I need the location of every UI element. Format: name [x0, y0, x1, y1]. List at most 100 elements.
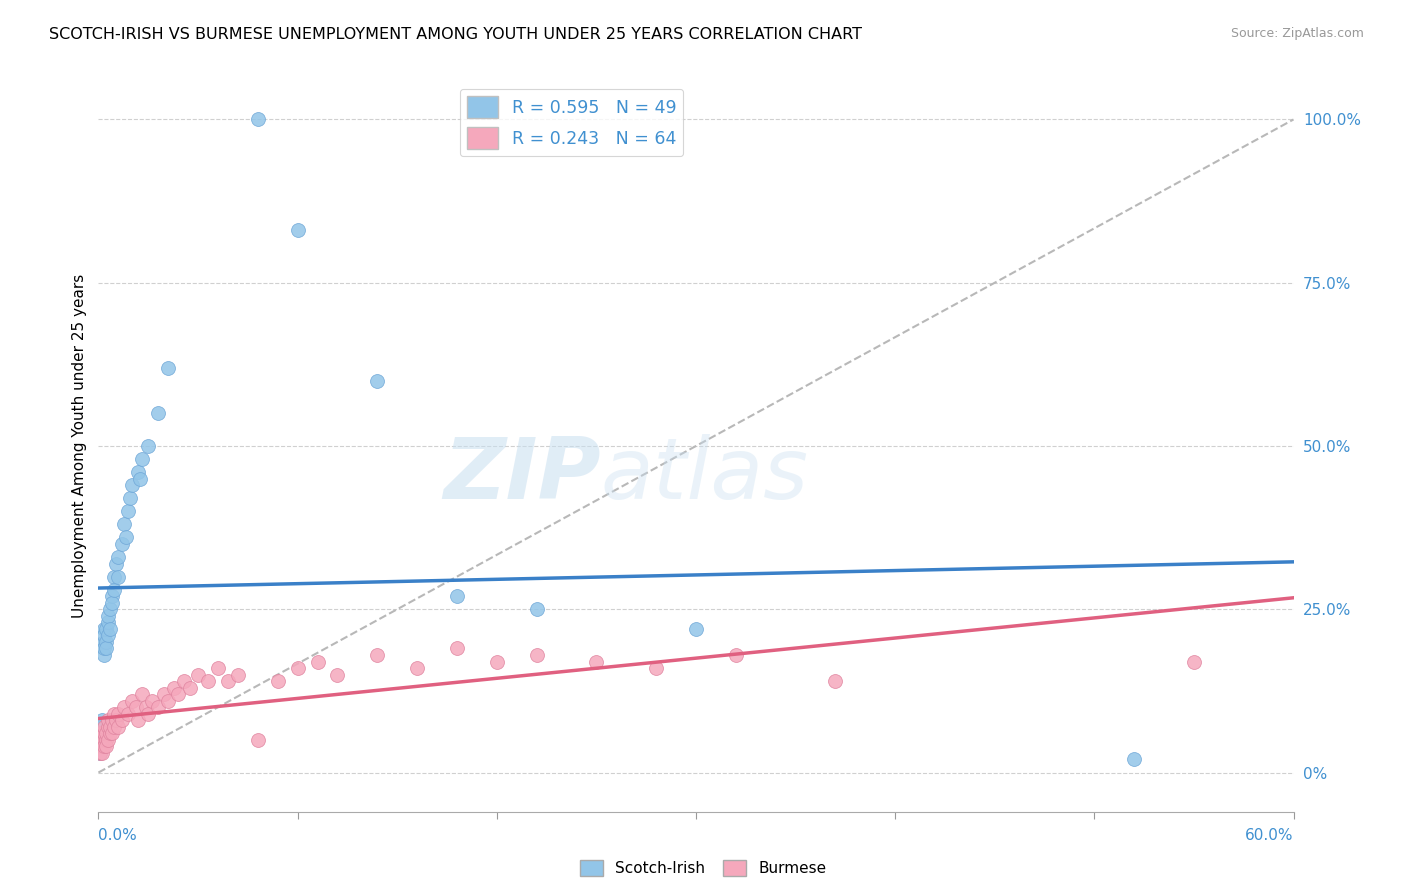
Point	[98, 726, 122, 740]
Point	[121, 478, 143, 492]
Point	[96, 641, 118, 656]
Point	[96, 622, 118, 636]
Point	[141, 694, 163, 708]
Point	[131, 687, 153, 701]
Point	[97, 615, 120, 630]
Point	[148, 700, 170, 714]
Point	[97, 628, 120, 642]
Point	[1123, 752, 1146, 766]
Point	[446, 641, 468, 656]
Point	[89, 732, 111, 747]
Point	[129, 472, 152, 486]
Point	[91, 726, 114, 740]
Point	[163, 681, 186, 695]
Point	[406, 661, 429, 675]
Point	[89, 720, 111, 734]
Point	[217, 674, 239, 689]
Point	[112, 517, 135, 532]
Point	[97, 720, 120, 734]
Point	[173, 674, 195, 689]
Point	[93, 726, 115, 740]
Point	[111, 714, 134, 728]
Point	[526, 602, 548, 616]
Point	[91, 739, 114, 754]
Point	[187, 667, 209, 681]
Text: ZIP: ZIP	[443, 434, 600, 516]
Point	[91, 732, 114, 747]
Point	[93, 628, 115, 642]
Point	[112, 700, 135, 714]
Point	[157, 360, 180, 375]
Point	[179, 681, 201, 695]
Point	[96, 739, 118, 754]
Point	[93, 732, 115, 747]
Text: 0.0%: 0.0%	[98, 828, 138, 843]
Point	[91, 726, 114, 740]
Point	[91, 739, 114, 754]
Point	[824, 674, 846, 689]
Legend: Scotch-Irish, Burmese: Scotch-Irish, Burmese	[574, 855, 832, 882]
Point	[98, 622, 122, 636]
Point	[246, 732, 269, 747]
Point	[105, 557, 128, 571]
Point	[485, 655, 508, 669]
Point	[307, 655, 329, 669]
Point	[207, 661, 229, 675]
Point	[326, 667, 349, 681]
Point	[446, 589, 468, 603]
Point	[89, 726, 111, 740]
Point	[111, 537, 134, 551]
Point	[287, 223, 309, 237]
Point	[267, 674, 290, 689]
Point	[246, 112, 269, 127]
Point	[101, 589, 124, 603]
Point	[226, 667, 249, 681]
Point	[97, 732, 120, 747]
Point	[96, 732, 118, 747]
Point	[724, 648, 747, 662]
Point	[89, 732, 111, 747]
Point	[96, 635, 118, 649]
Point	[97, 608, 120, 623]
Point	[101, 714, 124, 728]
Point	[91, 732, 114, 747]
Point	[585, 655, 607, 669]
Point	[101, 726, 124, 740]
Y-axis label: Unemployment Among Youth under 25 years: Unemployment Among Youth under 25 years	[72, 274, 87, 618]
Point	[107, 706, 129, 721]
Point	[366, 374, 388, 388]
Point	[125, 700, 148, 714]
Point	[157, 694, 180, 708]
Point	[645, 661, 668, 675]
Point	[97, 714, 120, 728]
Point	[115, 530, 138, 544]
Point	[89, 746, 111, 760]
Point	[107, 569, 129, 583]
Point	[91, 714, 114, 728]
Point	[127, 714, 149, 728]
Point	[91, 720, 114, 734]
Point	[685, 622, 707, 636]
Point	[89, 739, 111, 754]
Point	[526, 648, 548, 662]
Point	[93, 720, 115, 734]
Point	[153, 687, 176, 701]
Point	[135, 700, 157, 714]
Point	[107, 549, 129, 564]
Point	[136, 439, 159, 453]
Point	[96, 726, 118, 740]
Point	[93, 648, 115, 662]
Point	[131, 452, 153, 467]
Point	[121, 694, 143, 708]
Point	[93, 622, 115, 636]
Point	[127, 465, 149, 479]
Point	[148, 406, 170, 420]
Point	[89, 746, 111, 760]
Point	[103, 706, 125, 721]
Point	[117, 504, 139, 518]
Point	[101, 596, 124, 610]
Point	[98, 602, 122, 616]
Point	[98, 720, 122, 734]
Point	[167, 687, 190, 701]
Point	[89, 726, 111, 740]
